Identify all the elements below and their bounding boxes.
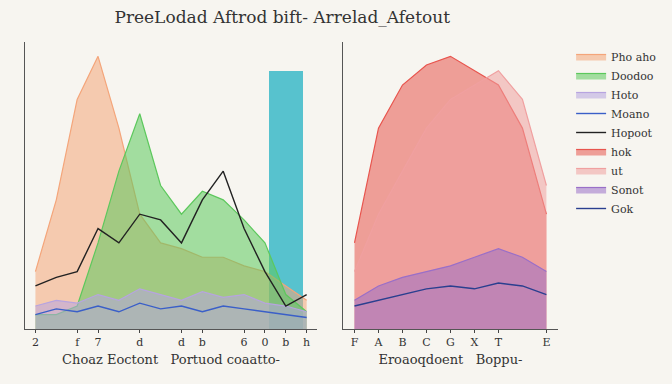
svg-text:7: 7 [95, 336, 102, 349]
svg-text:T: T [495, 336, 503, 349]
svg-text:Hopoot: Hopoot [611, 127, 653, 140]
svg-text:F: F [351, 336, 359, 349]
svg-text:b: b [199, 336, 206, 349]
svg-text:A: A [374, 336, 384, 349]
svg-text:Sonot: Sonot [611, 184, 644, 197]
svg-text:Hoto: Hoto [611, 89, 639, 102]
svg-text:X: X [471, 336, 479, 349]
svg-text:PreeLodad Aftrod bift- Arrelad: PreeLodad Aftrod bift- Arrelad_Afetout [114, 7, 450, 27]
svg-text:B: B [398, 336, 406, 349]
svg-text:Pho aho: Pho aho [611, 51, 656, 64]
svg-text:Doodoo: Doodoo [611, 70, 654, 83]
svg-text:Moano: Moano [611, 108, 650, 121]
svg-text:E: E [542, 336, 550, 349]
svg-text:G: G [446, 336, 455, 349]
svg-text:d: d [136, 336, 143, 349]
svg-text:d: d [178, 336, 185, 349]
svg-text:f: f [75, 336, 80, 349]
svg-text:6: 6 [241, 336, 248, 349]
svg-text:C: C [422, 336, 430, 349]
svg-text:h: h [303, 336, 310, 349]
svg-text:b: b [282, 336, 289, 349]
svg-text:hok: hok [611, 146, 632, 159]
svg-text:2: 2 [32, 336, 39, 349]
svg-text:0: 0 [261, 336, 268, 349]
svg-text:Gok: Gok [611, 203, 633, 216]
svg-text:ut: ut [611, 165, 623, 178]
svg-text:Choaz Eoctont Portuod coaatt: Choaz Eoctont Portuod coaatto- [62, 352, 280, 367]
svg-text:Eroaoqdoent Boppu-: Eroaoqdoent Boppu- [378, 352, 522, 367]
